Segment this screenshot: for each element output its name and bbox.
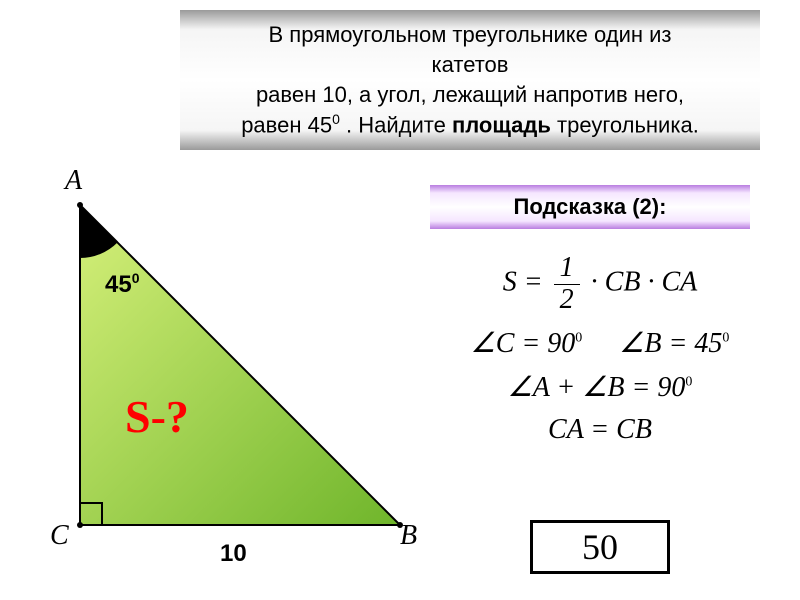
- angle-c-sup: 0: [575, 330, 582, 345]
- side-CB-value: 10: [220, 540, 247, 568]
- frac-num: 1: [554, 253, 580, 285]
- angle-A-value: 450: [105, 270, 140, 299]
- angle-A-num: 45: [105, 271, 132, 298]
- vertex-dot-A: [77, 202, 83, 208]
- vertex-label-C: C: [50, 520, 69, 552]
- angle-ab-sup: 0: [685, 374, 692, 389]
- angles-line2: ∠A + ∠B = 900: [430, 370, 770, 404]
- vertex-label-A: A: [65, 165, 82, 197]
- problem-line4-bold: площадь: [452, 112, 551, 137]
- formula-rest: · CB · CA: [584, 267, 698, 298]
- answer-value: 50: [582, 526, 618, 568]
- triangle-diagram: A C B 450 S-? 10: [20, 165, 420, 585]
- sides-equal: CA = CB: [430, 414, 770, 446]
- triangle-svg: [20, 165, 420, 585]
- formula-eq: =: [517, 267, 550, 298]
- hint-button[interactable]: Подсказка (2):: [430, 185, 750, 229]
- angle-absum: ∠A + ∠B = 90: [508, 372, 686, 403]
- problem-line1: В прямоугольном треугольнике один из: [269, 22, 672, 47]
- hint-label: Подсказка (2):: [514, 194, 667, 220]
- formula-S: S: [503, 267, 517, 298]
- angle-b-sup: 0: [722, 330, 729, 345]
- problem-line4-end: треугольника.: [551, 112, 699, 137]
- problem-statement: В прямоугольном треугольнике один из кат…: [180, 10, 760, 150]
- angle-c: ∠C = 90: [471, 328, 576, 359]
- cacb: CA = CB: [548, 414, 652, 445]
- triangle-shape: [80, 205, 400, 525]
- problem-line4-pre: равен 45: [241, 112, 332, 137]
- vertex-label-B: B: [400, 520, 417, 552]
- area-formula: S = 12 · CB · CA: [430, 253, 770, 316]
- area-question: S-?: [125, 390, 189, 443]
- problem-line2: катетов: [432, 52, 509, 77]
- angle-b: ∠B = 45: [619, 328, 722, 359]
- vertex-dot-C: [77, 522, 83, 528]
- problem-line4-post: . Найдите: [340, 112, 452, 137]
- frac-den: 2: [554, 285, 580, 316]
- answer-box: 50: [530, 520, 670, 574]
- problem-degree-sup: 0: [332, 111, 340, 127]
- angle-A-sup: 0: [132, 270, 140, 286]
- formula-area: S = 12 · CB · CA ∠C = 900 ∠B = 450 ∠A + …: [430, 245, 770, 456]
- fraction-half: 12: [554, 253, 580, 316]
- angles-line1: ∠C = 900 ∠B = 450: [430, 326, 770, 360]
- problem-line3: равен 10, а угол, лежащий напротив него,: [256, 82, 684, 107]
